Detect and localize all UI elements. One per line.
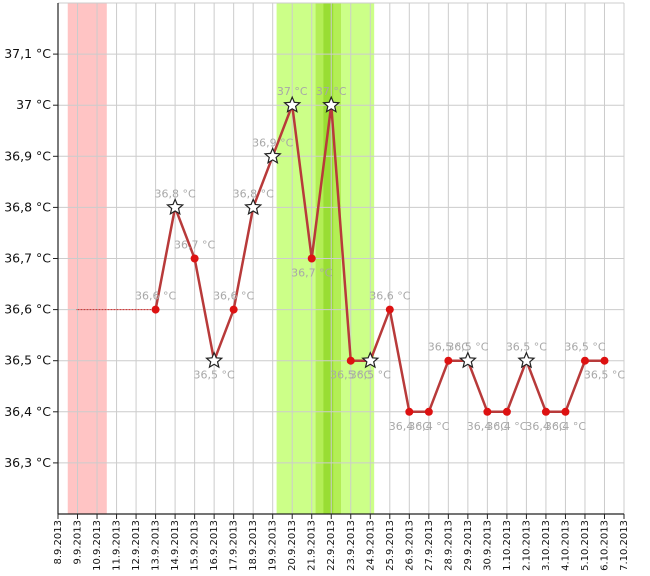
y-tick-label: 36,9 °C xyxy=(4,148,51,163)
data-label: 36,4 °C xyxy=(467,420,508,433)
star-marker xyxy=(244,197,263,216)
star-marker xyxy=(205,351,224,369)
star-marker xyxy=(322,95,341,113)
x-tick-label: 8.9.2013 xyxy=(53,520,64,565)
dot-marker xyxy=(151,305,160,314)
dot-marker xyxy=(483,407,492,416)
x-tick-label: 14.9.2013 xyxy=(170,520,181,571)
x-tick-label: 12.9.2013 xyxy=(131,520,142,571)
star-marker xyxy=(361,351,380,369)
data-label: 36,7 °C xyxy=(174,239,215,252)
x-tick-label: 28.9.2013 xyxy=(443,520,454,571)
x-tick-label: 30.9.2013 xyxy=(482,520,493,571)
dot-marker xyxy=(229,305,238,314)
x-tick-label: 26.9.2013 xyxy=(404,520,415,571)
x-tick-label: 17.9.2013 xyxy=(229,520,240,571)
data-label: 37 °C xyxy=(316,85,347,98)
data-label: 36,8 °C xyxy=(233,187,274,200)
x-tick-label: 29.9.2013 xyxy=(463,520,474,571)
dot-marker xyxy=(385,305,394,314)
data-label: 36,9 °C xyxy=(252,136,293,149)
dot-marker xyxy=(346,356,355,365)
y-tick-label: 36,7 °C xyxy=(4,251,51,266)
star-marker xyxy=(458,351,477,369)
x-tick-label: 11.9.2013 xyxy=(112,520,123,571)
dot-marker xyxy=(600,356,609,365)
y-tick-label: 37,1 °C xyxy=(4,46,51,61)
data-label: 37 °C xyxy=(277,85,308,98)
x-tick-label: 2.10.2013 xyxy=(521,520,532,571)
dot-marker xyxy=(190,254,199,263)
dot-marker xyxy=(561,407,570,416)
x-tick-label: 13.9.2013 xyxy=(151,520,162,571)
data-label: 36,5 °C xyxy=(350,369,391,382)
data-label: 36,4 °C xyxy=(389,420,430,433)
dot-marker xyxy=(444,356,453,365)
data-label: 36,4 °C xyxy=(545,420,586,433)
x-tick-label: 25.9.2013 xyxy=(385,520,396,571)
x-tick-label: 6.10.2013 xyxy=(599,520,610,571)
data-label: 36,5 °C xyxy=(330,369,371,382)
x-tick-label: 19.9.2013 xyxy=(268,520,279,571)
x-tick-label: 27.9.2013 xyxy=(424,520,435,571)
y-tick-label: 36,8 °C xyxy=(4,199,51,214)
y-tick-label: 36,4 °C xyxy=(4,404,51,419)
data-label: 36,4 °C xyxy=(525,420,566,433)
data-label: 36,7 °C xyxy=(291,267,332,280)
x-tick-label: 16.9.2013 xyxy=(209,520,220,571)
temperature-line xyxy=(154,103,605,414)
y-tick-label: 37 °C xyxy=(16,97,51,112)
data-label: 36,4 °C xyxy=(486,420,527,433)
y-axis-ticks: 36,3 °C 36,4 °C 36,5 °C 36,6 °C 36,7 °C 36,8 … xyxy=(4,46,58,470)
x-tick-label: 7.10.2013 xyxy=(619,520,630,571)
data-label: 36,6 °C xyxy=(135,290,176,303)
x-tick-label: 21.9.2013 xyxy=(307,520,318,571)
x-tick-label: 20.9.2013 xyxy=(287,520,298,571)
y-tick-label: 36,6 °C xyxy=(4,302,51,317)
x-tick-label: 5.10.2013 xyxy=(580,520,591,571)
dot-marker xyxy=(424,407,433,416)
dot-marker xyxy=(307,254,316,263)
x-axis-ticks: 8.9.2013 9.9.2013 10.9.2013 11.9.2013 12.9.2… xyxy=(53,514,630,571)
data-label: 36,5 °C xyxy=(506,341,547,354)
x-tick-label: 23.9.2013 xyxy=(346,520,357,571)
data-labels: 36,6 °C 36,8 °C 36,7 °C 36,5 °C 36,6 °C 36,8 … xyxy=(135,85,625,433)
star-marker xyxy=(517,351,536,369)
x-tick-label: 9.9.2013 xyxy=(73,520,84,565)
y-tick-label: 36,3 °C xyxy=(4,455,51,470)
star-marker xyxy=(263,146,282,165)
x-tick-label: 1.10.2013 xyxy=(502,520,513,571)
data-label: 36,5 °C xyxy=(564,341,605,354)
data-label: 36,5 °C xyxy=(194,369,235,382)
data-label: 36,5 °C xyxy=(447,341,488,354)
x-tick-label: 3.10.2013 xyxy=(541,520,552,571)
temperature-markers xyxy=(151,95,609,416)
dot-marker xyxy=(580,356,589,365)
data-label: 36,5 °C xyxy=(584,369,625,382)
dot-marker xyxy=(502,407,511,416)
data-label: 36,6 °C xyxy=(369,290,410,303)
x-tick-label: 15.9.2013 xyxy=(190,520,201,571)
dot-marker xyxy=(405,407,414,416)
x-tick-label: 18.9.2013 xyxy=(248,520,259,571)
dot-marker xyxy=(541,407,550,416)
data-label: 36,5 °C xyxy=(428,341,469,354)
x-tick-label: 24.9.2013 xyxy=(365,520,376,571)
data-label: 36,6 °C xyxy=(213,290,254,303)
x-tick-label: 10.9.2013 xyxy=(92,520,103,571)
star-marker xyxy=(283,95,302,113)
data-label: 36,4 °C xyxy=(408,420,449,433)
x-tick-label: 4.10.2013 xyxy=(560,520,571,571)
temperature-series xyxy=(154,103,605,414)
x-tick-label: 22.9.2013 xyxy=(326,520,337,571)
data-label: 36,8 °C xyxy=(155,187,196,200)
star-marker xyxy=(166,197,185,216)
y-tick-label: 36,5 °C xyxy=(4,353,51,368)
